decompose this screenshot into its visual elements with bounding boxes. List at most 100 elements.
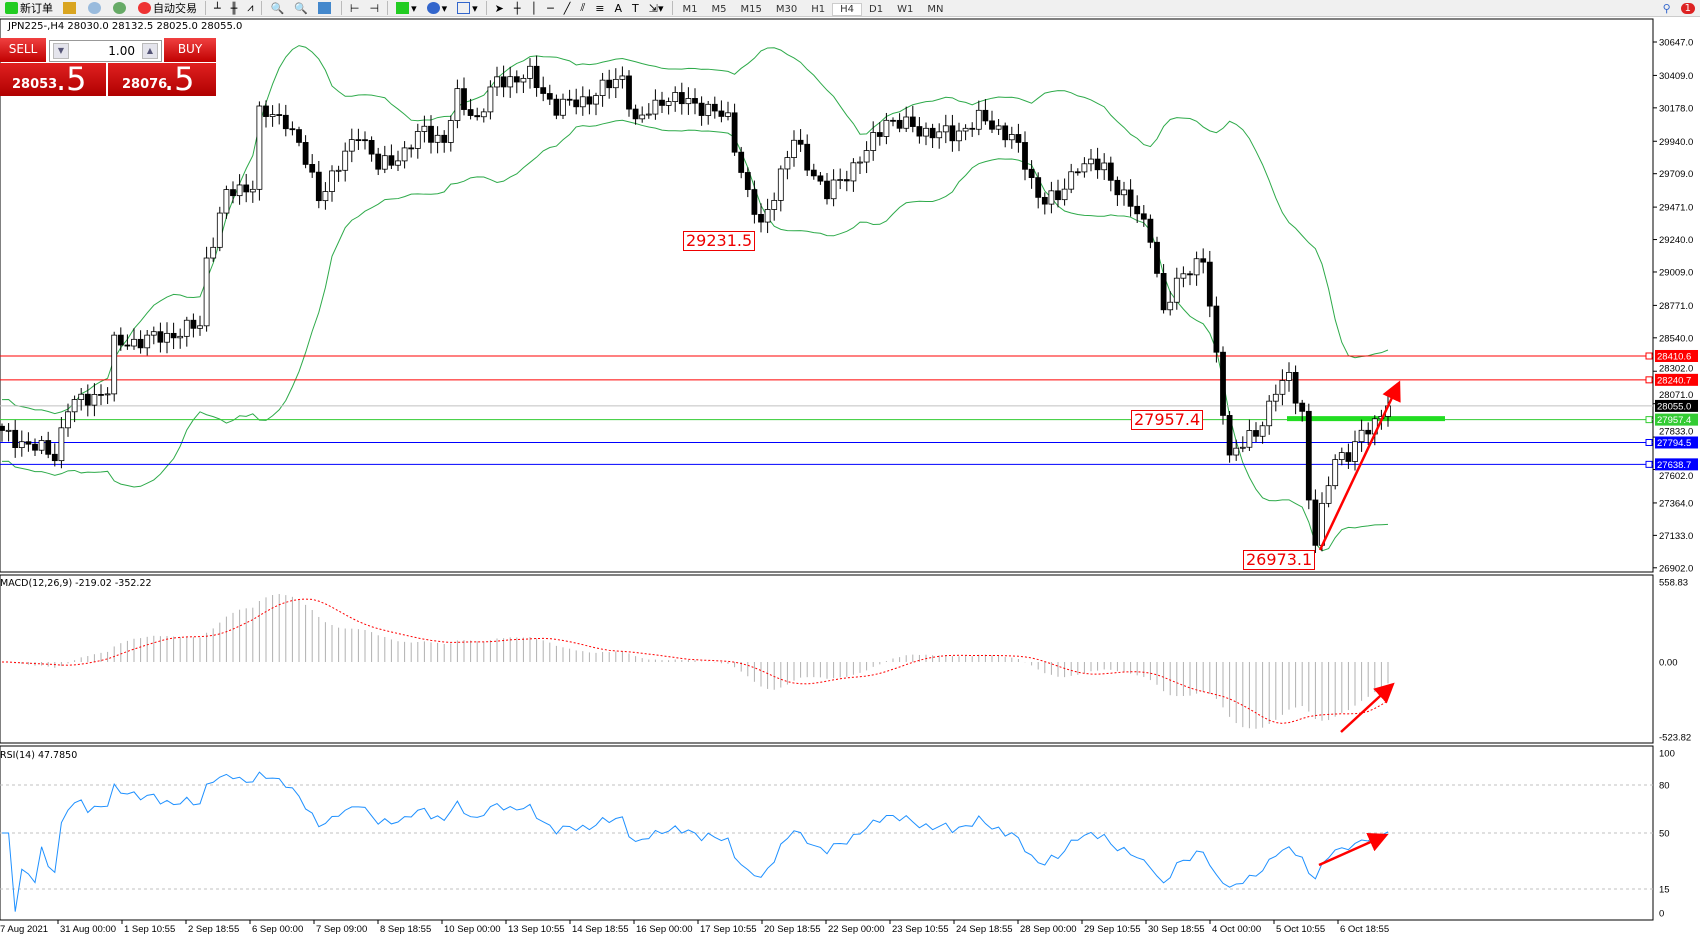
candle-body xyxy=(150,331,157,336)
price-axis-label: 28540.0 xyxy=(1659,333,1693,344)
lot-decrease-button[interactable]: ▼ xyxy=(53,43,69,59)
candle-body xyxy=(1345,452,1352,462)
candle-chart-button[interactable]: ╫ xyxy=(230,1,238,15)
candle-body xyxy=(1371,418,1378,435)
horizontal-line-tool[interactable]: ─ xyxy=(547,1,554,15)
candle-body xyxy=(1213,305,1220,353)
autoscroll-button[interactable]: ⊢ xyxy=(349,1,360,15)
price-axis-label: 29940.0 xyxy=(1659,137,1693,148)
candle-body xyxy=(177,335,184,339)
sell-button[interactable]: SELL xyxy=(0,38,46,62)
candle-body xyxy=(1055,190,1061,201)
candle xyxy=(1041,192,1048,215)
candle-body xyxy=(1206,261,1213,307)
bar-chart-button[interactable]: ┴ xyxy=(214,1,221,15)
candle xyxy=(45,431,52,459)
candle-body xyxy=(137,338,144,349)
periods-button[interactable]: ▾ xyxy=(422,1,453,16)
timeframe-m1[interactable]: M1 xyxy=(682,3,698,15)
timeframe-mn[interactable]: MN xyxy=(927,3,944,15)
candle xyxy=(804,134,811,176)
candle-body xyxy=(711,103,718,112)
lot-value: 1.00 xyxy=(108,44,135,58)
sell-price-button[interactable]: 28053 .5 xyxy=(0,60,106,98)
tile-windows-button[interactable] xyxy=(313,1,338,16)
timeframe-h4[interactable]: H4 xyxy=(832,2,863,16)
zoom-in-button[interactable]: 🔍 xyxy=(265,1,289,16)
timeframe-m5[interactable]: M5 xyxy=(711,3,727,15)
buy-price-button[interactable]: 28076 .5 xyxy=(108,60,216,98)
candle-body xyxy=(289,128,296,131)
lot-increase-button[interactable]: ▲ xyxy=(142,43,158,59)
timeframe-m15[interactable]: M15 xyxy=(740,3,762,15)
timeframe-w1[interactable]: W1 xyxy=(897,3,914,15)
lot-size-input[interactable]: ▼ 1.00 ▲ xyxy=(49,40,162,62)
candle-body xyxy=(527,65,533,79)
arrows-tool[interactable]: ⇲▾ xyxy=(648,1,664,15)
new-order-icon xyxy=(5,2,18,14)
crosshair-tool[interactable]: ┼ xyxy=(513,1,521,15)
auto-trading-button[interactable]: 自动交易 xyxy=(133,1,202,16)
timeframe-h1[interactable]: H1 xyxy=(811,3,826,15)
candle xyxy=(975,100,982,136)
candle-body xyxy=(1253,430,1259,437)
price-axis-label: 29240.0 xyxy=(1659,235,1693,246)
candle xyxy=(1107,156,1114,192)
candle xyxy=(1121,181,1127,206)
chart-shift-button[interactable]: ⊣ xyxy=(369,1,380,15)
zoom-out-button[interactable]: 🔍 xyxy=(289,1,313,16)
candle xyxy=(1055,179,1061,208)
indicators-button[interactable]: ▾ xyxy=(391,1,422,16)
sell-price-main: 28053 xyxy=(12,77,58,92)
timeframe-m30[interactable]: M30 xyxy=(775,3,798,15)
candle-body xyxy=(58,427,65,462)
candle-body xyxy=(751,189,758,215)
time-axis-label: 31 Aug 00:00 xyxy=(60,924,116,935)
candle-body xyxy=(797,139,804,145)
templates-button[interactable]: ▾ xyxy=(452,1,483,16)
notifications-button[interactable]: 1 xyxy=(1676,1,1700,16)
candle xyxy=(1345,443,1352,469)
buy-price-main: 28076 xyxy=(122,77,168,92)
timeframe-d1[interactable]: D1 xyxy=(869,3,884,15)
line-chart-button[interactable]: ⩘ xyxy=(247,1,254,14)
candle xyxy=(725,101,731,121)
buy-button[interactable]: BUY xyxy=(164,38,216,62)
candle xyxy=(632,104,639,125)
candle xyxy=(296,126,302,147)
candle xyxy=(969,122,976,137)
candle xyxy=(1319,492,1325,552)
candle-body xyxy=(929,127,936,139)
candle xyxy=(599,72,606,107)
signals-button[interactable] xyxy=(108,1,133,16)
candle-body xyxy=(282,114,289,130)
candle xyxy=(718,100,725,123)
candle-body xyxy=(223,189,230,214)
time-axis-label: 30 Sep 18:55 xyxy=(1148,924,1205,935)
fibonacci-tool[interactable]: ≡ xyxy=(595,1,605,15)
price-marker-bg xyxy=(1655,349,1698,362)
candle xyxy=(810,163,817,180)
equidistant-channel-tool[interactable]: ⫽ xyxy=(580,1,586,14)
history-button[interactable] xyxy=(58,1,83,16)
text-tool[interactable]: A xyxy=(614,1,623,15)
candle xyxy=(5,423,12,442)
candle xyxy=(210,237,217,262)
macd-label: MACD(12,26,9) -219.02 -352.22 xyxy=(0,578,152,589)
market-watch-button[interactable] xyxy=(83,1,108,16)
text-label-tool[interactable]: T xyxy=(632,1,639,15)
candle-body xyxy=(1134,205,1141,215)
candle-body xyxy=(758,214,764,223)
candle-body xyxy=(916,126,923,137)
new-order-button[interactable]: 新订单 xyxy=(0,1,58,16)
separator xyxy=(485,1,487,15)
cursor-tool[interactable]: ➤ xyxy=(494,1,504,15)
vertical-line-tool[interactable]: │ xyxy=(530,1,538,15)
trendline-tool[interactable]: ╱ xyxy=(563,1,571,15)
candle xyxy=(348,128,355,163)
search-button[interactable]: ⚲ xyxy=(1658,1,1676,16)
candle xyxy=(335,165,342,182)
candle xyxy=(560,93,566,120)
candle-body xyxy=(0,425,5,431)
